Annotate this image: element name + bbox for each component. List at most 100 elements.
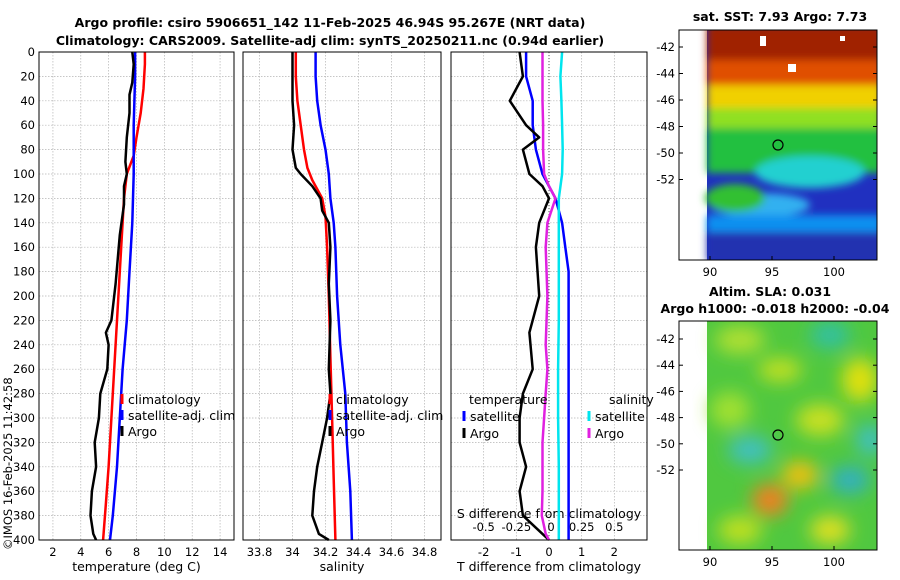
sla-map-title: Altim. SLA: 0.031 [708, 284, 832, 299]
map-y-tick-label: -48 [656, 120, 675, 134]
depth-tick-label: 280 [13, 387, 35, 401]
depth-tick-label: 180 [13, 265, 35, 279]
depth-tick-label: 240 [13, 338, 35, 352]
x-tick-label: 12 [185, 545, 200, 559]
depth-tick-label: 380 [13, 509, 35, 523]
depth-tick-label: 100 [13, 167, 35, 181]
legend-label: satellite-adj. clim [336, 408, 443, 423]
x-tick-label: 6 [105, 545, 112, 559]
map-x-tick-label: 90 [703, 265, 718, 279]
sst-map [678, 29, 878, 261]
s-tick-label: 0.5 [605, 520, 623, 534]
depth-tick-label: 160 [13, 240, 35, 254]
sla-map [678, 320, 878, 551]
map-y-tick-label: -50 [656, 437, 675, 451]
series-line-s-argo [540, 52, 557, 541]
legend-label: satellite [595, 409, 645, 424]
x-tick-label: 34.6 [379, 545, 405, 559]
map-axes-sla: 90 95 100 -42 -44 -46 -48 -50 -52 [656, 332, 877, 569]
profile-panel-2: 33.8 34 34.2 34.4 34.6 34.8 salinity climatolog… [242, 51, 443, 574]
map-y-tick-label: -52 [656, 173, 675, 187]
x-tick-label: 14 [213, 545, 228, 559]
x-tick-label: -1 [511, 545, 522, 559]
map-y-tick-label: -46 [656, 93, 675, 107]
x-tick-label: 1 [578, 545, 585, 559]
profile-panel-1: 0 20 40 60 80 100 120 140 160 180 200 220 240 260 280 3… [13, 45, 235, 574]
map-y-tick-label: -44 [656, 67, 675, 81]
x-tick-label: 2 [49, 545, 56, 559]
legend-label: satellite [470, 409, 520, 424]
legend-label: Argo [336, 424, 365, 439]
profile-panel-3: -2 -1 0 1 2 -0.5 -0.25 0 0.25 0.5S difference fro… [450, 51, 654, 574]
legend-heading-temperature: temperature [469, 392, 548, 407]
s-tick-label: 0 [547, 520, 554, 534]
map-y-tick-label: -50 [656, 146, 675, 160]
legend-label: Argo [595, 426, 624, 441]
series-line-argo [291, 52, 332, 542]
x-tick-label: 34.2 [313, 545, 339, 559]
series-line-t-satellite [524, 52, 570, 540]
argo-location-marker-sst [772, 139, 784, 151]
depth-tick-label: 300 [13, 411, 35, 425]
depth-tick-label: 320 [13, 435, 35, 449]
x-axis-label: temperature (deg C) [72, 559, 201, 574]
title-line-1: Argo profile: csiro 5906651_142 11-Feb-2… [74, 15, 586, 30]
legend-label: Argo [470, 426, 499, 441]
sla-argo-title: Argo h1000: -0.018 h2000: -0.04 [660, 301, 890, 316]
argo-location-marker-sla [772, 429, 784, 441]
legend-heading-salinity: salinity [609, 392, 654, 407]
depth-tick-label: 0 [28, 45, 35, 59]
map-y-tick-label: -48 [656, 411, 675, 425]
x-tick-label: 2 [611, 545, 618, 559]
depth-tick-label: 220 [13, 313, 35, 327]
map-x-tick-label: 95 [765, 265, 780, 279]
legend-label: climatology [336, 392, 409, 407]
map-x-tick-label: 90 [703, 555, 718, 569]
depth-tick-label: 200 [13, 289, 35, 303]
legend-label: satellite-adj. clim [128, 408, 235, 423]
x-tick-label: -2 [478, 545, 489, 559]
credit-text: ©IMOS 16-Feb-2025 11:42:58 [1, 377, 15, 550]
x-tick-label: 33.8 [247, 545, 273, 559]
series-line-argo [89, 51, 135, 541]
series-line-t-argo [508, 51, 551, 541]
x-tick-label: 34.4 [346, 545, 372, 559]
credit-stamp: ©IMOS 16-Feb-2025 11:42:58 [1, 377, 15, 550]
x-tick-label: 0 [545, 545, 552, 559]
map-x-tick-label: 100 [823, 265, 845, 279]
depth-tick-label: 60 [20, 118, 35, 132]
x-axis-label: salinity [320, 559, 365, 574]
series-line-s-satellite [556, 51, 564, 540]
depth-tick-label: 340 [13, 460, 35, 474]
x-tick-label: 10 [157, 545, 172, 559]
series-line-climatology [294, 52, 337, 541]
depth-tick-label: 360 [13, 484, 35, 498]
depth-tick-label: 140 [13, 216, 35, 230]
depth-tick-label: 40 [20, 94, 35, 108]
x-tick-label: 4 [77, 545, 84, 559]
legend-label: climatology [128, 392, 201, 407]
x-tick-label: 34.8 [412, 545, 438, 559]
depth-tick-label: 80 [20, 143, 35, 157]
legend-label: Argo [128, 424, 157, 439]
s-tick-label: -0.25 [501, 520, 531, 534]
x-tick-label: 8 [133, 545, 140, 559]
map-x-tick-label: 95 [765, 555, 780, 569]
series-line-satellite-adj-clim [314, 52, 354, 541]
s-tick-label: -0.5 [472, 520, 494, 534]
map-x-tick-label: 100 [823, 555, 845, 569]
map-axes-sst: 90 95 100 -42 -44 -46 -48 -50 -52 [656, 40, 877, 279]
x-tick-label: 34 [285, 545, 300, 559]
map-y-tick-label: -42 [656, 40, 675, 54]
depth-tick-label: 400 [13, 533, 35, 547]
map-y-tick-label: -52 [656, 463, 675, 477]
depth-tick-label: 20 [20, 69, 35, 83]
map-y-tick-label: -44 [656, 358, 675, 372]
depth-tick-label: 260 [13, 362, 35, 376]
depth-tick-label: 120 [13, 191, 35, 205]
s-difference-label: S difference from climatology [457, 506, 642, 521]
map-y-tick-label: -42 [656, 332, 675, 346]
series-line-satellite-adj-clim [108, 52, 137, 541]
map-y-tick-label: -46 [656, 384, 675, 398]
